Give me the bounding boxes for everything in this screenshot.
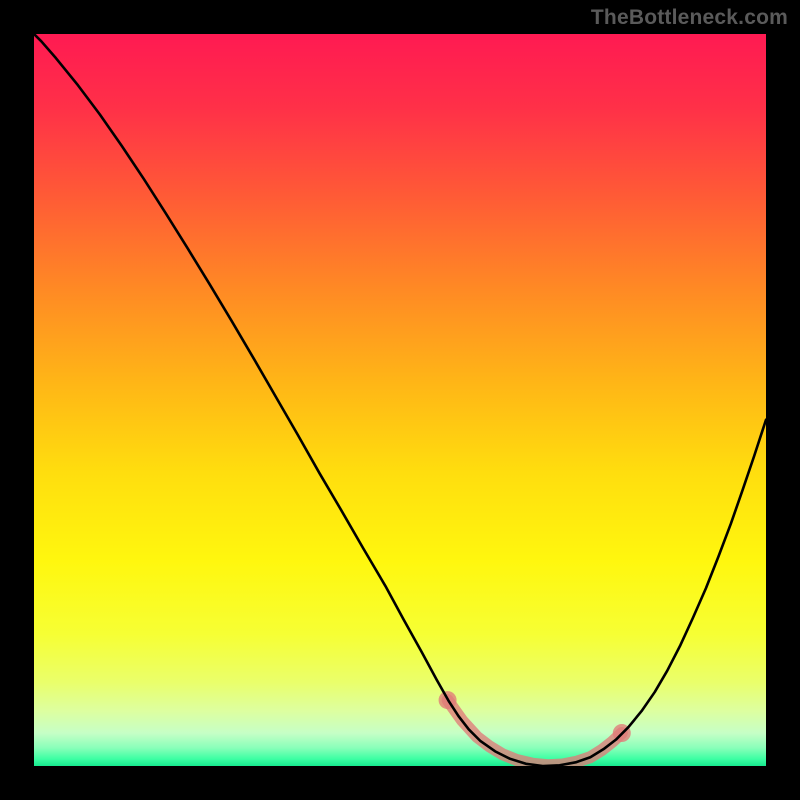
watermark-text: TheBottleneck.com [591, 6, 788, 30]
chart-frame: TheBottleneck.com [0, 0, 800, 800]
bottleneck-chart [34, 34, 766, 766]
chart-background [34, 34, 766, 766]
